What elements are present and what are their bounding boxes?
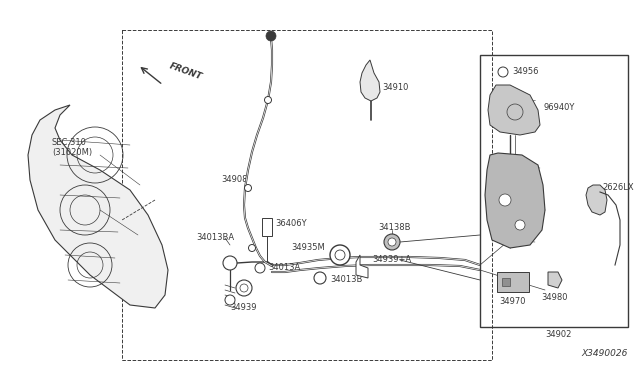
Text: 2626LX: 2626LX	[602, 183, 634, 192]
Text: FRONT: FRONT	[168, 62, 204, 82]
Polygon shape	[548, 272, 562, 288]
Text: 34970: 34970	[500, 297, 526, 306]
Circle shape	[314, 272, 326, 284]
Polygon shape	[356, 255, 368, 278]
Text: 34910: 34910	[382, 83, 408, 93]
Polygon shape	[360, 60, 380, 101]
Circle shape	[266, 31, 276, 41]
Circle shape	[330, 245, 350, 265]
Text: 34013BA: 34013BA	[196, 233, 234, 242]
Circle shape	[225, 295, 235, 305]
Circle shape	[498, 67, 508, 77]
Polygon shape	[586, 185, 607, 215]
Circle shape	[335, 250, 345, 260]
Polygon shape	[28, 105, 168, 308]
Circle shape	[388, 238, 396, 246]
Circle shape	[264, 96, 271, 103]
Text: SEC.310: SEC.310	[52, 138, 87, 147]
Text: (31020M): (31020M)	[52, 148, 92, 157]
Polygon shape	[485, 153, 545, 248]
Circle shape	[384, 234, 400, 250]
Circle shape	[236, 280, 252, 296]
Text: 36406Y: 36406Y	[275, 219, 307, 228]
Text: 34939+A: 34939+A	[372, 256, 411, 264]
Circle shape	[244, 185, 252, 192]
Bar	[497, 272, 529, 292]
Text: 34956: 34956	[512, 67, 538, 77]
Text: X3490026: X3490026	[582, 349, 628, 358]
Bar	[502, 278, 510, 286]
Circle shape	[223, 256, 237, 270]
Text: 96940Y: 96940Y	[543, 103, 574, 112]
Circle shape	[248, 244, 255, 251]
Text: 34939: 34939	[231, 303, 257, 312]
Text: 34935M: 34935M	[291, 244, 325, 253]
Bar	[262, 218, 272, 236]
Text: 34138B: 34138B	[378, 224, 410, 232]
Text: 34908: 34908	[221, 176, 248, 185]
Polygon shape	[488, 85, 540, 135]
Text: 34013B: 34013B	[330, 276, 362, 285]
Bar	[480, 55, 628, 327]
Circle shape	[515, 220, 525, 230]
Circle shape	[499, 194, 511, 206]
Bar	[122, 30, 492, 360]
Text: 34980: 34980	[541, 293, 568, 302]
Circle shape	[255, 263, 265, 273]
Text: 34902: 34902	[545, 330, 571, 339]
Text: 34013A: 34013A	[268, 263, 300, 273]
